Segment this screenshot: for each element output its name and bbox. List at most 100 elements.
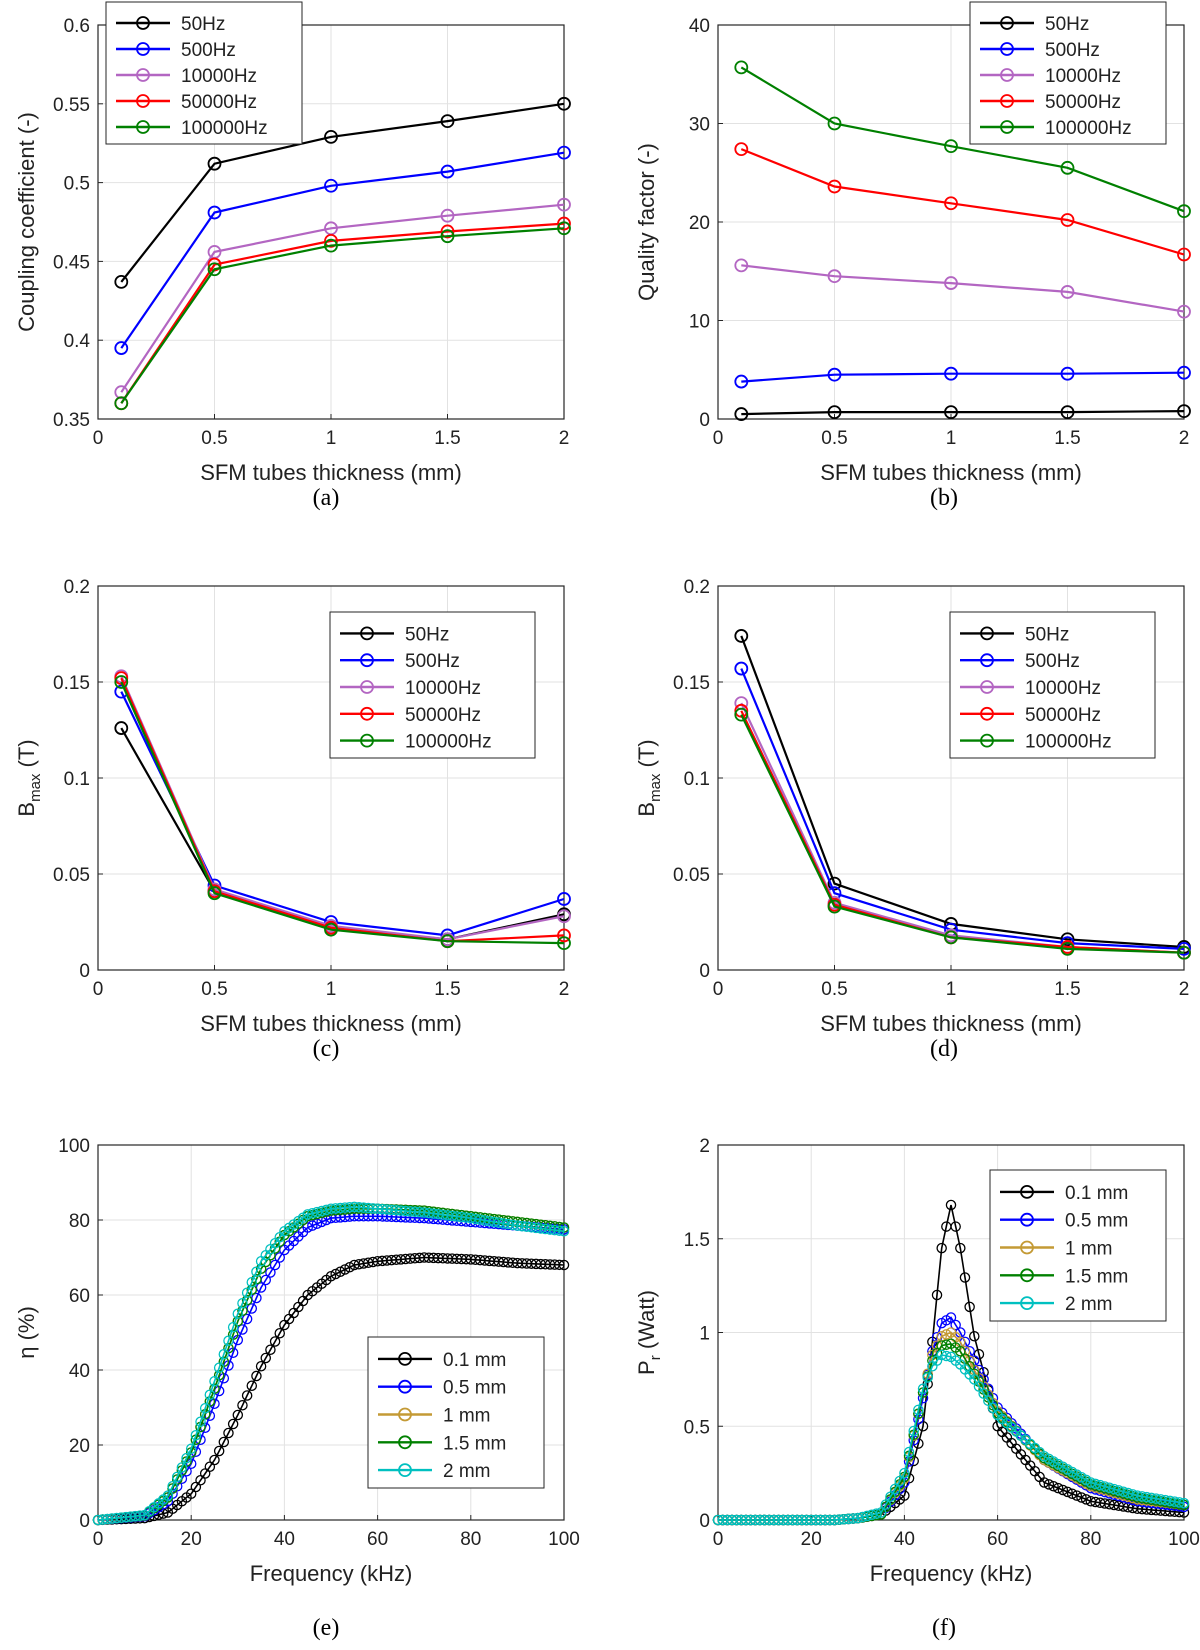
chart-e-point (241, 1287, 253, 1299)
chart-f-point (973, 1381, 985, 1392)
chart-f-point (931, 1289, 943, 1301)
chart-d-legend-label: 100000Hz (1025, 732, 1112, 753)
chart-e-legend-label: 0.5 mm (443, 1378, 506, 1399)
chart-a-series-line (120, 151, 565, 349)
chart-f-point (917, 1421, 929, 1432)
chart-c-legend-label: 10000Hz (405, 678, 481, 699)
chart-b-point (1177, 365, 1191, 380)
chart-b-point (1060, 213, 1075, 227)
chart-d-xtick-label: 1.5 (1054, 979, 1080, 1000)
chart-f-point (1094, 1479, 1106, 1491)
chart-a-point (114, 396, 129, 411)
chart-f-point (1057, 1484, 1069, 1496)
chart-e-point (176, 1462, 188, 1473)
chart-c: 0 0.5 1 1.5 2 0 0.05 0.1 0.15 0.2 SFM tubes thickn… (14, 577, 571, 1062)
chart-e-axes (97, 1144, 565, 1521)
chart-a-series-line (120, 227, 565, 404)
chart-d-point (1177, 941, 1191, 956)
chart-e-point (162, 1490, 174, 1501)
chart-a-ylabel: Coupling coefficient (-) (14, 112, 39, 332)
chart-a-legend-marker (136, 42, 150, 56)
chart-f-point (1174, 1497, 1185, 1508)
chart-a-series-line (120, 222, 565, 404)
chart-b-point (827, 367, 842, 382)
chart-d-legend-label: 10000Hz (1025, 678, 1101, 699)
chart-b-xtick-label: 0.5 (821, 428, 847, 449)
chart-a-ytick-label: 0.6 (64, 16, 90, 37)
chart-e-point (265, 1344, 276, 1356)
chart-f-point (1066, 1488, 1078, 1500)
chart-f-point (955, 1346, 966, 1357)
chart-f-point (880, 1499, 892, 1510)
chart-c-legend-marker (360, 680, 374, 694)
chart-b-xtick-label: 1.5 (1054, 428, 1080, 449)
chart-a-legend-label: 50000Hz (181, 92, 257, 113)
chart-d-point (734, 629, 749, 643)
chart-e-point (227, 1322, 239, 1333)
chart-d-point (944, 930, 958, 945)
chart-a-point (207, 156, 222, 171)
chart-e-point (195, 1416, 206, 1428)
chart-e-point (209, 1454, 220, 1466)
chart-d-ytick-label: 0.2 (684, 577, 710, 598)
chart-f-legend: 0.1 mm 0.5 mm 1 mm 1.5 mm 2 mm (989, 1169, 1167, 1322)
chart-a-point (207, 205, 222, 220)
chart-a-point (440, 229, 455, 244)
chart-c-point (324, 922, 338, 937)
chart-e-point (232, 1409, 244, 1421)
chart-c-legend-marker (360, 706, 374, 721)
chart-e-point (246, 1277, 258, 1288)
chart-a-ytick-label: 0.5 (64, 174, 90, 195)
chart-e-xtick-label: 0 (93, 1529, 104, 1550)
chart-e-caption: (e) (313, 1615, 340, 1641)
chart-d-legend-marker (980, 733, 994, 748)
chart-f-point (889, 1483, 901, 1495)
chart-e-point (260, 1352, 272, 1364)
chart-f-point (950, 1319, 961, 1331)
chart-b-ylabel: Quality factor (-) (634, 143, 659, 301)
chart-a-legend-label: 100000Hz (181, 118, 268, 139)
chart-d-point (734, 661, 749, 676)
chart-e-legend-marker (398, 1435, 412, 1450)
chart-c-xtick-label: 1 (326, 979, 337, 1000)
chart-f-point (1071, 1490, 1083, 1501)
chart-f-point (931, 1347, 943, 1359)
chart-e-point (241, 1390, 253, 1401)
chart-d-series-line (740, 714, 1185, 954)
chart-e-point (218, 1349, 230, 1360)
chart-b-point (734, 258, 749, 273)
chart-d-xlabel: SFM tubes thickness (mm) (820, 1011, 1082, 1036)
chart-b-point (1060, 285, 1075, 299)
chart-a-xlabel: SFM tubes thickness (mm) (200, 460, 462, 485)
chart-e-point (307, 1220, 318, 1231)
chart-f-ytick-label: 0 (699, 1511, 710, 1532)
chart-e-point (213, 1445, 225, 1457)
chart-f-xlabel: Frequency (kHz) (870, 1561, 1033, 1586)
chart-e-point (227, 1418, 239, 1430)
chart-f-point (983, 1395, 994, 1407)
chart-e-point (167, 1481, 178, 1492)
chart-f-point (987, 1402, 999, 1414)
chart-b-point (827, 116, 842, 131)
chart-b-legend-label: 10000Hz (1045, 66, 1121, 87)
chart-f-point (908, 1425, 919, 1437)
chart-a-point (557, 96, 571, 111)
chart-e-legend-box (367, 1336, 545, 1489)
chart-b-ytick-label: 40 (689, 16, 710, 37)
chart-b-legend: 50Hz 500Hz 10000Hz 50000Hz 100000Hz (969, 1, 1167, 145)
chart-b-point (1177, 204, 1191, 219)
chart-a-xtick-label: 2 (559, 428, 570, 449)
chart-f-series-4 (712, 1349, 1190, 1526)
chart-f-point (1062, 1486, 1073, 1498)
chart-c-point (440, 934, 455, 949)
chart-b-legend-marker (1000, 94, 1014, 108)
chart-b-legend-label: 100000Hz (1045, 118, 1132, 139)
chart-b-point (734, 142, 749, 157)
chart-c-ytick-label: 0.05 (53, 865, 90, 886)
chart-b-point (1060, 160, 1075, 175)
chart-b-xtick-label: 0 (713, 428, 724, 449)
chart-a-point (324, 234, 338, 248)
chart-a-point (324, 238, 338, 253)
chart-d-legend-label: 500Hz (1025, 651, 1080, 672)
chart-b-series-line (740, 66, 1185, 213)
